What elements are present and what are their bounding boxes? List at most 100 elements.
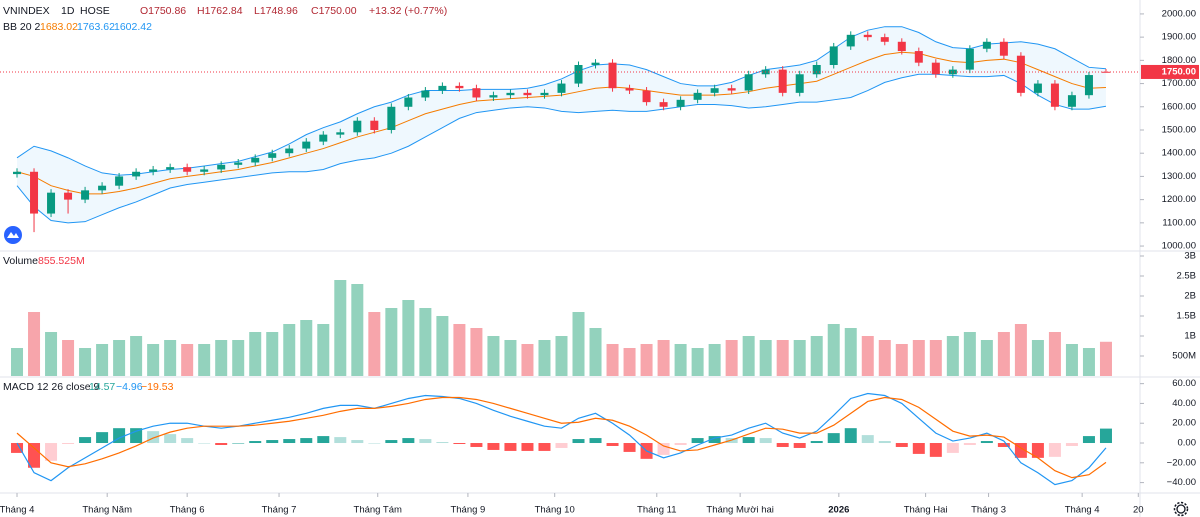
candle-body	[455, 85, 464, 89]
volume-bar	[912, 340, 925, 376]
y-tick-label: 1000.00	[1162, 241, 1196, 252]
volume-value: 855.525M	[38, 255, 85, 267]
last-price-label: 1750.00	[1162, 66, 1196, 77]
volume-bar	[691, 348, 704, 376]
macd-histogram-bar	[946, 443, 959, 453]
candle-body	[931, 62, 940, 75]
settings-icon[interactable]	[1173, 501, 1189, 517]
x-tick-label: Tháng 11	[637, 505, 676, 516]
macd-histogram-bar	[555, 443, 568, 448]
candle-body	[846, 34, 855, 47]
macd-histogram-bar	[742, 437, 755, 444]
macd-histogram-bar	[402, 438, 415, 444]
volume-bar	[504, 340, 517, 376]
bb-mid-value: 1683.02	[40, 21, 78, 33]
macd-histogram-bar	[419, 439, 432, 444]
x-tick-label: Tháng Hai	[904, 505, 948, 516]
volume-bar	[1031, 340, 1044, 376]
candle-body	[557, 83, 566, 93]
y-tick-label: 2000.00	[1162, 8, 1196, 19]
y-tick-label: 1.5B	[1176, 311, 1196, 322]
bb-fill	[17, 26, 1106, 223]
candle-body	[285, 148, 294, 154]
macd-histogram-bar	[980, 441, 993, 444]
volume-bar	[453, 324, 466, 376]
candle-body	[897, 41, 906, 52]
y-tick-label: 20.00	[1172, 418, 1196, 429]
macd-histogram-bar	[606, 443, 619, 446]
volume-bar	[181, 344, 194, 376]
volume-bar	[606, 344, 619, 376]
volume-bar	[62, 340, 75, 376]
y-tick-label: 1600.00	[1162, 101, 1196, 112]
logo[interactable]	[4, 226, 22, 244]
candle-body	[880, 37, 889, 42]
logo-mark[interactable]	[7, 232, 19, 238]
macd-histogram-bar	[266, 440, 279, 444]
volume-bar	[351, 284, 364, 376]
macd-histogram-bar	[1099, 428, 1112, 444]
macd-histogram-bar	[1048, 443, 1061, 457]
x-tick-label: 20	[1133, 505, 1144, 516]
interval: 1D	[61, 5, 75, 17]
volume-name: Volume	[3, 255, 38, 267]
volume-bar	[1065, 344, 1078, 376]
candle-body	[98, 185, 107, 191]
bb-upper-value: 1763.62	[77, 21, 115, 33]
volume-bar	[147, 344, 160, 376]
candle-body	[1101, 71, 1110, 73]
candle-body	[438, 85, 447, 91]
signal-value: −19.53	[141, 381, 174, 393]
macd-histogram-bar	[861, 435, 874, 444]
volume-bar	[1014, 324, 1027, 376]
candle-body	[812, 64, 821, 75]
macd-histogram-bar	[793, 443, 806, 448]
y-tick-label: 3B	[1184, 251, 1196, 262]
macd-histogram-bar	[487, 443, 500, 450]
candle-body	[268, 153, 277, 158]
volume-bar	[963, 332, 976, 376]
candle-body	[591, 62, 600, 65]
settings-icon[interactable]	[1176, 504, 1186, 514]
volume-bar	[708, 344, 721, 376]
candle-body	[863, 34, 872, 38]
macd-histogram-bar	[470, 443, 483, 447]
candle-body	[540, 92, 549, 96]
volume-bar	[555, 336, 568, 376]
volume-bar	[368, 312, 381, 376]
volume-bar	[232, 340, 245, 376]
volume-bar	[385, 308, 398, 376]
settings-button[interactable]	[1173, 501, 1189, 517]
volume-bar	[317, 324, 330, 376]
bb-line	[16, 26, 1107, 176]
volume-bar	[742, 336, 755, 376]
macd-histogram-bar	[283, 439, 296, 444]
candle-body	[574, 64, 583, 84]
macd-histogram-bar	[385, 440, 398, 444]
candle-body	[13, 171, 22, 175]
volume-bar	[470, 328, 483, 376]
volume-bar	[334, 280, 347, 376]
candle-body	[319, 134, 328, 142]
candle-body	[676, 99, 685, 107]
macd-histogram-bar	[79, 437, 92, 444]
candle-body	[982, 41, 991, 49]
candle-body	[251, 157, 260, 163]
volume-bar	[861, 336, 874, 376]
volume-bar	[45, 332, 58, 376]
macd-histogram-bar	[674, 443, 687, 445]
x-tick-label: Tháng 7	[262, 505, 297, 516]
macd-histogram-bar	[776, 443, 789, 447]
volume-bar	[283, 324, 296, 376]
volume-bar	[28, 312, 41, 376]
bb-lower-value: 1602.42	[114, 21, 152, 33]
macd-histogram-bar	[504, 443, 517, 451]
candle-body	[608, 62, 617, 89]
volume-bar	[623, 348, 636, 376]
x-tick-label: Tháng 4	[0, 505, 34, 516]
y-tick-label: 1700.00	[1162, 78, 1196, 89]
x-tick-label: Tháng 6	[170, 505, 205, 516]
volume-bar	[572, 312, 585, 376]
candle-body	[523, 92, 532, 96]
macd-histogram-bar	[232, 443, 245, 444]
